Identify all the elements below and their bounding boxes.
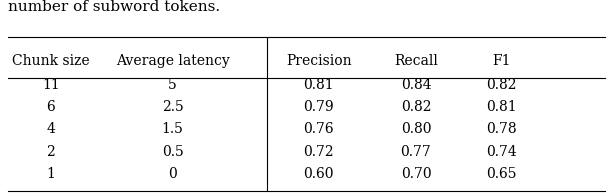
Text: 0.70: 0.70 <box>401 167 431 181</box>
Text: 0.82: 0.82 <box>401 100 431 114</box>
Text: 5: 5 <box>168 78 177 92</box>
Text: 0.77: 0.77 <box>401 145 431 159</box>
Text: 0.82: 0.82 <box>486 78 517 92</box>
Text: 0.81: 0.81 <box>486 100 517 114</box>
Text: 0.5: 0.5 <box>162 145 184 159</box>
Text: 0.60: 0.60 <box>304 167 334 181</box>
Text: 0: 0 <box>168 167 177 181</box>
Text: 0.81: 0.81 <box>304 78 334 92</box>
Text: 1.5: 1.5 <box>162 122 184 136</box>
Text: 0.79: 0.79 <box>304 100 334 114</box>
Text: Chunk size: Chunk size <box>12 54 90 68</box>
Text: 11: 11 <box>42 78 60 92</box>
Text: 1: 1 <box>47 167 55 181</box>
Text: 0.84: 0.84 <box>401 78 431 92</box>
Text: 0.72: 0.72 <box>304 145 334 159</box>
Text: 2.5: 2.5 <box>162 100 184 114</box>
Text: 6: 6 <box>47 100 55 114</box>
Text: 0.78: 0.78 <box>486 122 517 136</box>
Text: Average latency: Average latency <box>116 54 230 68</box>
Text: 0.65: 0.65 <box>486 167 517 181</box>
Text: F1: F1 <box>492 54 510 68</box>
Text: 0.76: 0.76 <box>304 122 334 136</box>
Text: 0.80: 0.80 <box>401 122 431 136</box>
Text: 0.74: 0.74 <box>486 145 517 159</box>
Text: number of subword tokens.: number of subword tokens. <box>9 0 220 14</box>
Text: Precision: Precision <box>286 54 351 68</box>
Text: 2: 2 <box>47 145 55 159</box>
Text: 4: 4 <box>47 122 55 136</box>
Text: Recall: Recall <box>394 54 438 68</box>
